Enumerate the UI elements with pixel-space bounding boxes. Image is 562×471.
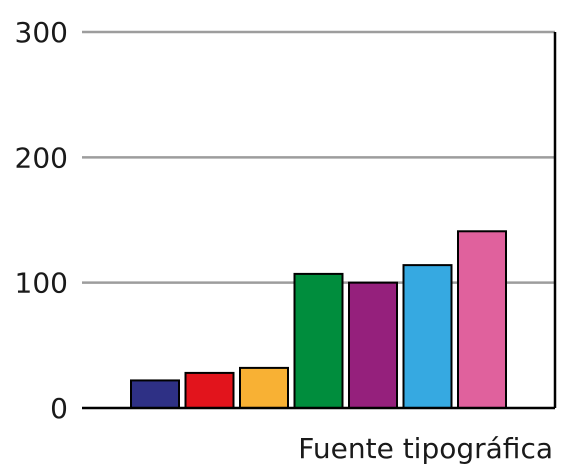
bars xyxy=(130,230,507,410)
bar-4 xyxy=(293,272,344,410)
y-tick-labels: 0 100 200 300 xyxy=(15,16,68,425)
axes xyxy=(82,32,557,410)
x-axis-label: Fuente tipográfica xyxy=(298,432,553,465)
bar-2 xyxy=(184,371,235,410)
bar-6 xyxy=(402,264,453,409)
bar-3 xyxy=(239,366,289,410)
y-tick-label: 100 xyxy=(15,267,68,300)
y-tick-label: 0 xyxy=(50,392,68,425)
bar-7 xyxy=(457,230,507,409)
y-tick-label: 200 xyxy=(15,141,68,174)
bar-1 xyxy=(130,379,180,409)
bar-5 xyxy=(348,281,398,409)
y-tick-label: 300 xyxy=(15,16,68,49)
